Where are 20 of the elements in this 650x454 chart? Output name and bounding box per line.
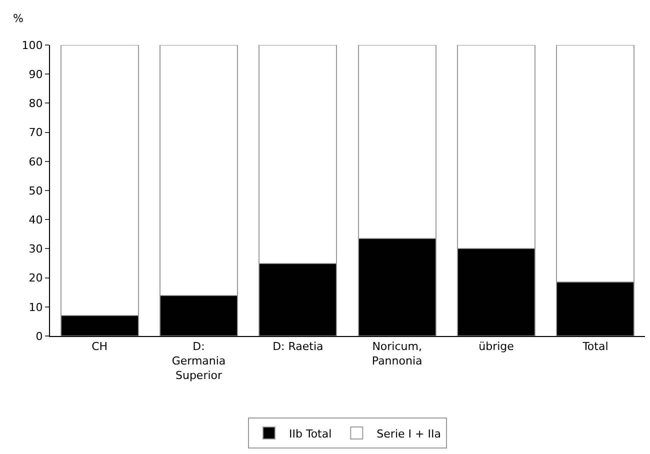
y-tick-label: 30 [28, 242, 43, 256]
x-tick-label: D: Germania Superior [172, 340, 226, 382]
y-axis-title: % [13, 12, 24, 25]
x-tick-label: CH [92, 340, 108, 354]
x-tick-label: Total [582, 340, 608, 354]
y-tick-label: 0 [36, 330, 43, 343]
x-tick-label: Noricum, Pannonia [372, 340, 422, 368]
y-tick-label: 70 [28, 126, 43, 140]
x-tick-label: D: Raetia [272, 340, 324, 354]
y-tick-label: 50 [28, 184, 43, 198]
y-tick-label: 10 [28, 300, 43, 314]
y-tick-label: 100 [22, 38, 43, 52]
legend-label: Serie I + IIa [376, 427, 441, 440]
y-tick-label: 60 [28, 155, 43, 168]
y-tick-label: 80 [28, 97, 43, 110]
y-tick-label: 90 [28, 68, 43, 81]
legend-label: IIb Total [289, 427, 332, 440]
x-tick-label: übrige [478, 340, 514, 354]
y-tick-label: 40 [28, 213, 43, 226]
y-tick-label: 20 [28, 272, 43, 285]
